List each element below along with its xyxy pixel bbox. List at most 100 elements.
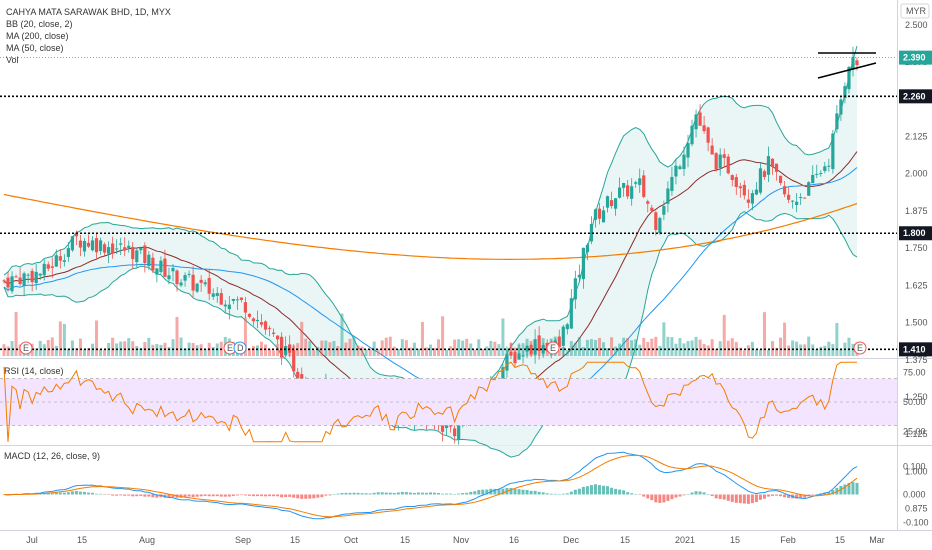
volume-bar	[251, 346, 255, 356]
legend-vol[interactable]: Vol	[6, 55, 19, 65]
volume-bar	[95, 320, 99, 356]
volume-bar	[441, 316, 445, 356]
volume-bar	[791, 340, 795, 356]
candle-body	[742, 184, 746, 196]
volume-bar	[521, 343, 525, 356]
macd-histogram-bar	[738, 494, 742, 504]
candle-body	[243, 302, 248, 313]
volume-bar	[179, 337, 183, 356]
rsi-band	[0, 378, 897, 426]
macd-histogram-bar	[754, 494, 758, 503]
volume-bar	[742, 350, 746, 356]
macd-histogram-bar	[811, 494, 815, 495]
candle-body	[127, 245, 131, 248]
bollinger-lower-line	[3, 211, 858, 458]
macd-histogram-bar	[553, 493, 557, 495]
macd-histogram-bar	[62, 492, 66, 495]
macd-histogram-bar	[843, 484, 847, 495]
candle-body	[581, 247, 585, 280]
time-tick-label: Dec	[563, 535, 580, 545]
macd-histogram-bar	[255, 494, 259, 497]
macd-histogram-bar	[239, 494, 243, 496]
macd-histogram-bar	[408, 492, 412, 495]
candle-body	[151, 257, 155, 271]
earnings-marker-label: D	[237, 343, 244, 353]
macd-histogram-bar	[203, 494, 207, 496]
candle-body	[296, 371, 300, 379]
candle-body	[601, 210, 606, 223]
macd-histogram-bar	[123, 494, 127, 496]
volume-bar	[501, 318, 505, 356]
volume-bar	[642, 337, 646, 356]
macd-line	[3, 451, 858, 520]
macd-histogram-bar	[74, 490, 78, 495]
candle-body	[746, 199, 750, 203]
volume-bar	[597, 337, 601, 356]
macd-histogram-bar	[66, 492, 70, 495]
volume-bar	[493, 341, 497, 356]
macd-histogram-bar	[312, 494, 316, 499]
candle-body	[211, 293, 215, 297]
volume-bar	[247, 348, 251, 356]
rsi-title[interactable]: RSI (14, close)	[4, 366, 64, 376]
macd-histogram-bar	[380, 492, 384, 495]
time-tick-label: 15	[77, 535, 87, 545]
volume-bar	[473, 349, 477, 356]
macd-histogram-bar	[589, 485, 593, 495]
rsi-line	[3, 361, 857, 443]
candle-body	[276, 335, 280, 340]
level-tag-bg	[899, 342, 932, 357]
volume-bar	[477, 339, 481, 356]
candle-body	[791, 200, 795, 202]
candle-body	[750, 193, 754, 204]
volume-bar	[316, 346, 320, 356]
volume-bar	[272, 350, 276, 356]
volume-bar	[803, 344, 807, 356]
candle-body	[259, 322, 264, 325]
volume-bar	[433, 348, 437, 356]
volume-bar	[356, 345, 360, 356]
candle-body	[509, 351, 513, 356]
macd-histogram-bar	[437, 492, 441, 495]
macd-histogram-bar	[429, 492, 432, 495]
macd-histogram-bar	[855, 482, 859, 495]
time-tick-label: 15	[730, 535, 740, 545]
legend-ma50[interactable]: MA (50, close)	[6, 43, 64, 53]
macd-histogram-bar	[610, 487, 614, 495]
macd-histogram-bar	[115, 494, 119, 496]
macd-histogram-bar	[634, 494, 638, 495]
candle-body	[690, 125, 694, 145]
volume-bar	[58, 321, 62, 356]
legend-ma200[interactable]: MA (200, close)	[6, 31, 69, 41]
candle-body	[698, 112, 702, 126]
macd-histogram-bar	[316, 494, 320, 498]
volume-bar	[344, 342, 348, 356]
price-tick-label: 0.875	[905, 504, 928, 514]
macd-histogram-bar	[626, 492, 630, 495]
macd-histogram-bar	[231, 494, 235, 496]
rsi-tick-label: 50.00	[903, 397, 926, 407]
candle-body	[674, 165, 678, 177]
last-price-tag-bg	[899, 50, 932, 65]
candle-body	[686, 143, 690, 158]
macd-histogram-bar	[541, 492, 545, 495]
volume-bar	[762, 312, 766, 356]
volume-bar	[151, 344, 155, 356]
volume-bar	[638, 344, 642, 356]
candle-body	[440, 420, 445, 432]
legend-bb[interactable]: BB (20, close, 2)	[6, 19, 73, 29]
rsi-tick-label: 25.00	[903, 426, 926, 436]
time-tick-label: 2021	[675, 535, 695, 545]
macd-histogram-bar	[690, 492, 694, 495]
macd-histogram-bar	[577, 488, 581, 495]
macd-histogram-bar	[457, 493, 461, 495]
macd-histogram-bar	[211, 494, 215, 497]
volume-bar	[340, 313, 344, 356]
macd-title[interactable]: MACD (12, 26, close, 9)	[4, 451, 101, 461]
macd-histogram-bar	[453, 494, 457, 495]
candle-body	[758, 168, 763, 193]
candle-body	[505, 353, 509, 371]
macd-histogram-bar	[191, 494, 195, 497]
macd-histogram-bar	[441, 493, 445, 495]
